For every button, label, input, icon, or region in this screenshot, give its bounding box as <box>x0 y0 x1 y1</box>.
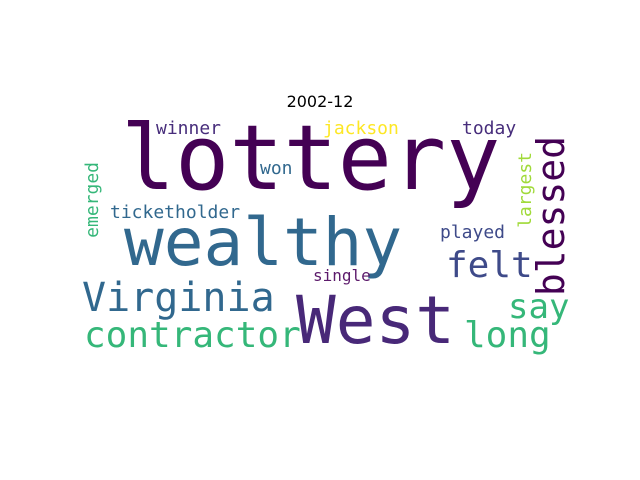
word-ticketholder: ticketholder <box>110 202 241 223</box>
word-long: long <box>464 315 551 356</box>
word-blessed: blessed <box>529 136 573 297</box>
word-cloud: lottery wealthy West Virginia contractor… <box>80 114 573 359</box>
word-largest: largest <box>515 152 536 228</box>
word-wealthy: wealthy <box>124 204 403 281</box>
word-virginia: Virginia <box>82 275 275 321</box>
word-west: West <box>296 282 455 359</box>
word-winner: winner <box>156 118 222 139</box>
word-played: played <box>440 222 506 243</box>
figure-title: 2002-12 <box>286 92 354 111</box>
word-single: single <box>313 266 371 285</box>
word-felt: felt <box>446 245 533 286</box>
word-say: say <box>508 287 570 327</box>
word-jackson: jackson <box>323 118 399 139</box>
word-today: today <box>462 118 517 139</box>
word-contractor: contractor <box>84 315 301 356</box>
word-emerged: emerged <box>82 162 103 238</box>
word-won: won <box>260 158 293 179</box>
word-lottery: lottery <box>121 106 501 211</box>
